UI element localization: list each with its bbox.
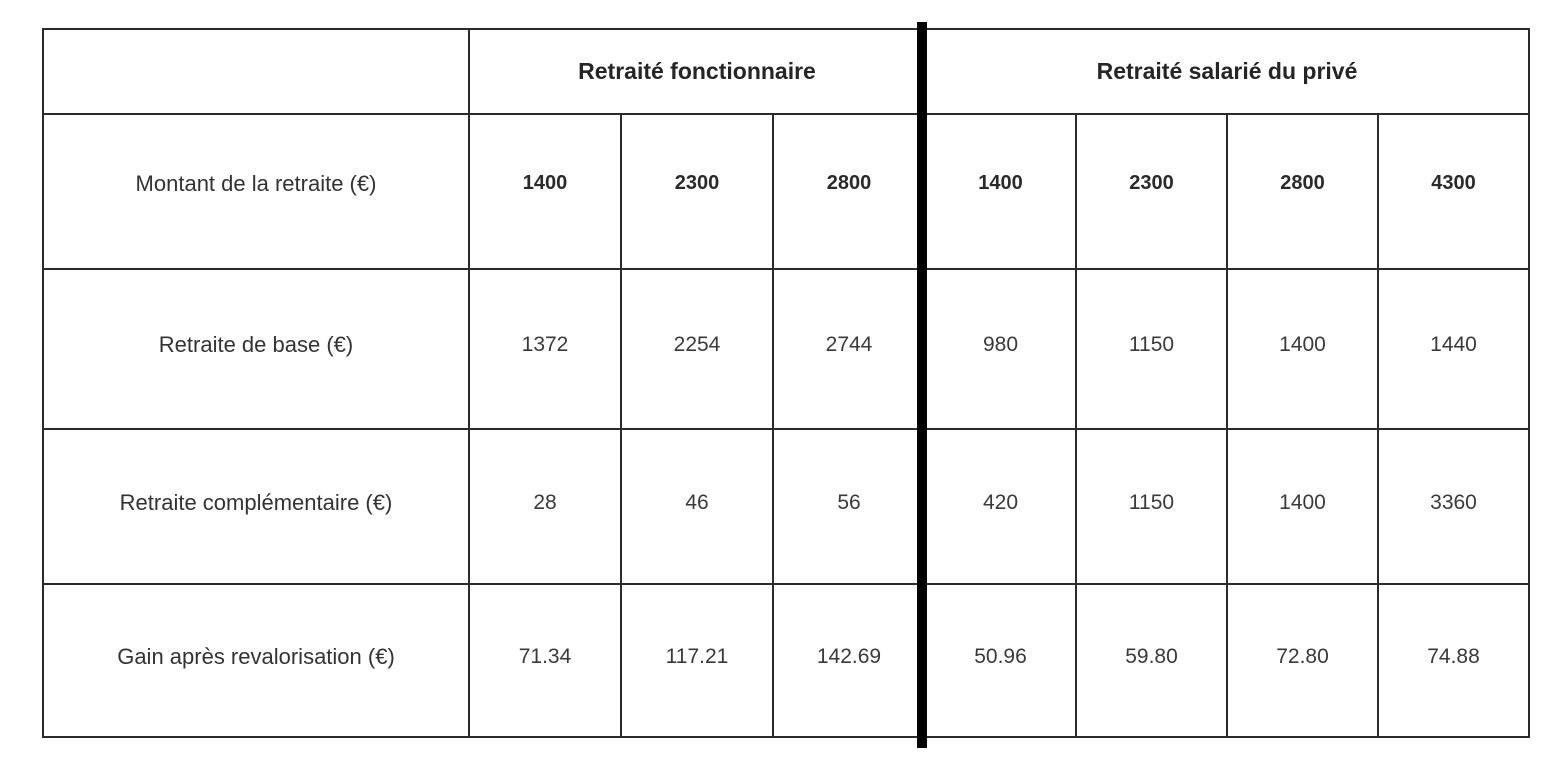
table-cell: 4300 <box>1377 113 1530 270</box>
table-cell: 1400 <box>1226 428 1379 585</box>
table-cell: 46 <box>620 428 774 585</box>
table-cell: 2300 <box>1075 113 1228 270</box>
pension-comparison-table: Retraité fonctionnaire Retraité salarié … <box>42 28 1530 738</box>
group-header-fonctionnaire: Retraité fonctionnaire <box>468 28 926 115</box>
table-cell: 72.80 <box>1226 583 1379 738</box>
row-label-gain: Gain après revalorisation (€) <box>42 583 470 738</box>
table-cell: 1150 <box>1075 268 1228 430</box>
table-cell: 2744 <box>772 268 926 430</box>
table-cell: 59.80 <box>1075 583 1228 738</box>
table-cell: 2254 <box>620 268 774 430</box>
group-divider-line <box>917 22 927 748</box>
table-cell: 142.69 <box>772 583 926 738</box>
table-row-gain: Gain après revalorisation (€) 71.34 117.… <box>42 583 1530 738</box>
table-row-complementaire: Retraite complémentaire (€) 28 46 56 420… <box>42 428 1530 585</box>
table-cell: 1372 <box>468 268 622 430</box>
table-row-base: Retraite de base (€) 1372 2254 2744 980 … <box>42 268 1530 430</box>
table-cell: 2800 <box>1226 113 1379 270</box>
table-cell: 28 <box>468 428 622 585</box>
table-row-montant: Montant de la retraite (€) 1400 2300 280… <box>42 113 1530 270</box>
table-cell: 1400 <box>468 113 622 270</box>
table-cell: 74.88 <box>1377 583 1530 738</box>
row-label-base: Retraite de base (€) <box>42 268 470 430</box>
table-cell: 3360 <box>1377 428 1530 585</box>
table-cell: 1440 <box>1377 268 1530 430</box>
table-cell: 1400 <box>924 113 1077 270</box>
table-cell: 117.21 <box>620 583 774 738</box>
group-header-row: Retraité fonctionnaire Retraité salarié … <box>42 28 1530 115</box>
table-cell: 420 <box>924 428 1077 585</box>
table-cell: 2800 <box>772 113 926 270</box>
row-label-complementaire: Retraite complémentaire (€) <box>42 428 470 585</box>
table-cell: 1400 <box>1226 268 1379 430</box>
table-cell: 1150 <box>1075 428 1228 585</box>
table-cell: 2300 <box>620 113 774 270</box>
group-header-prive: Retraité salarié du privé <box>924 28 1530 115</box>
table-cell: 980 <box>924 268 1077 430</box>
table-cell: 50.96 <box>924 583 1077 738</box>
table-cell: 71.34 <box>468 583 622 738</box>
row-label-montant: Montant de la retraite (€) <box>42 113 470 270</box>
table-cell: 56 <box>772 428 926 585</box>
empty-corner-cell <box>42 28 470 115</box>
